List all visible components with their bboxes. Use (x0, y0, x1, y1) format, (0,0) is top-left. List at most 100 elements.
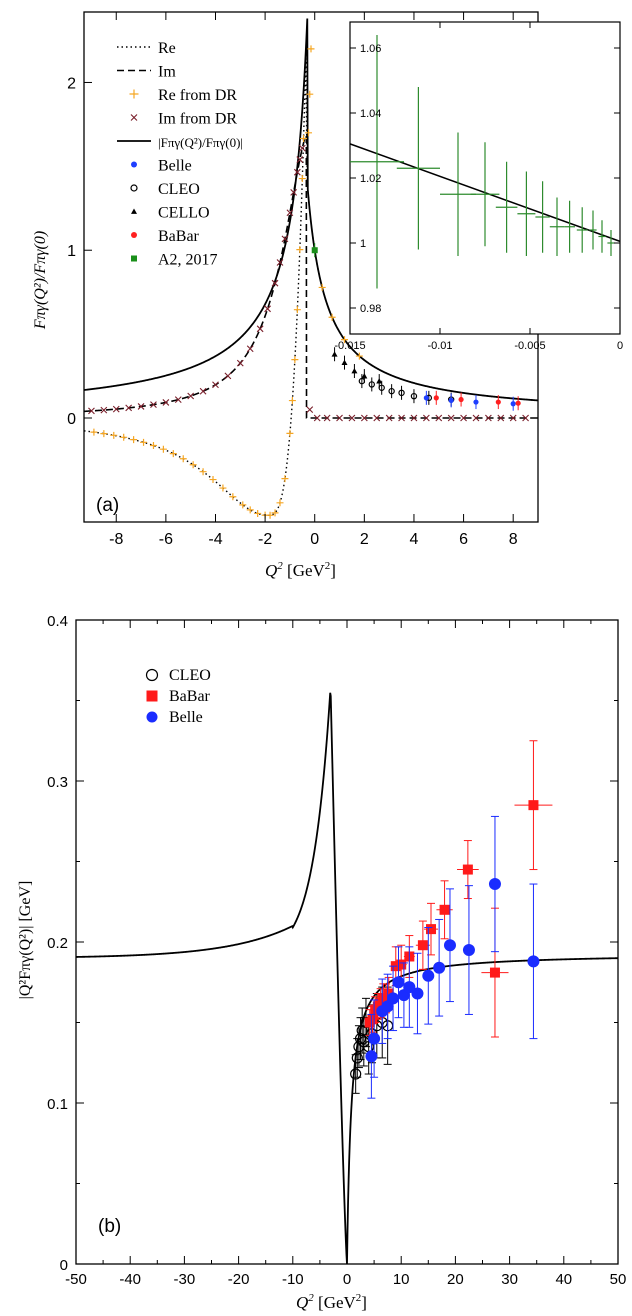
re-dr-point (291, 356, 299, 364)
re-dr-point (110, 431, 118, 439)
babar-point (417, 940, 428, 951)
legend-swatch (131, 161, 137, 168)
panel-a-legend: Re Im Re from DR Im from DR |Fπγ(Q²)/Fπγ(0)|… (117, 40, 243, 269)
panel-a-curves (83, 18, 539, 516)
im-dr-point (360, 414, 368, 422)
im-dr-point (137, 403, 145, 410)
legend-item: Im (117, 64, 176, 81)
inset-x-tick-label: 0 (617, 340, 623, 352)
data-point (378, 384, 385, 391)
data-point (341, 359, 348, 366)
im-dr-point (460, 414, 467, 422)
panel-a-ylabel: Fπγ(Q²)/Fπγ(0) (32, 231, 49, 330)
x-tick-label: -2 (258, 531, 272, 548)
legend-item: Belle (131, 158, 192, 175)
belle-point (462, 944, 475, 957)
im-dr-point (88, 407, 95, 415)
belle-point (527, 955, 540, 968)
data-point (351, 368, 358, 374)
re-dr-point (209, 476, 217, 484)
im-dr-point (125, 404, 133, 412)
legend-label: BaBar (158, 228, 200, 245)
data-point (458, 396, 464, 403)
x-tick-label: -6 (159, 531, 173, 548)
inset-y-tick-label: 1.06 (360, 43, 381, 55)
re-dr-point (199, 468, 207, 476)
qsq-ff-curve (75, 692, 619, 1265)
x-tick-label: 4 (410, 531, 419, 548)
im-dr-point (281, 235, 289, 243)
panel-b-curve (75, 692, 619, 1265)
x-tick-label: -20 (228, 1271, 250, 1288)
inset-x-tick-label: -0.01 (427, 340, 452, 352)
data-point (368, 381, 375, 388)
x-tick-label: 0 (343, 1271, 351, 1288)
legend-swatch (130, 114, 138, 121)
data-point (410, 392, 418, 400)
babar-point (528, 800, 539, 811)
inset-x-tick-label: -0.015 (334, 340, 365, 352)
x-tick-label: 10 (393, 1271, 410, 1288)
y-tick-label: 0.2 (47, 935, 68, 952)
re-dr-point (318, 283, 326, 291)
re-dr-point (276, 499, 284, 507)
data-point (510, 401, 516, 407)
panel-b-xlabel: Q2 [GeV2] (296, 1292, 367, 1312)
legend-swatch (131, 208, 137, 214)
re-dr-point (288, 397, 296, 405)
legend-swatch (129, 89, 139, 99)
panel-b-label: (b) (98, 1216, 121, 1237)
panel-a: -8 -6 -4 -2 0 2 4 6 8 0 1 2 Re Im Re from DR Im from D… (32, 11, 623, 580)
im-dr-point (348, 414, 356, 422)
im-dr-point (373, 414, 381, 422)
re-dr-point (328, 313, 336, 321)
legend-swatch (131, 232, 137, 238)
im-curve (83, 135, 538, 419)
belle-point (392, 976, 405, 989)
legend-label: CELLO (158, 205, 210, 222)
legend-swatch (131, 255, 137, 262)
re-dr-point (254, 509, 262, 517)
panel-b: -50 -40 -30 -20 -10 0 10 20 30 40 5000.10.20.30.4 … (17, 613, 626, 1312)
re-dr-point (296, 246, 304, 254)
belle-point (422, 969, 435, 982)
re-dr-point (246, 506, 254, 514)
legend-item: CLEO (130, 181, 200, 198)
legend-item: Belle (146, 709, 203, 726)
x-tick-label: -50 (65, 1271, 87, 1288)
legend-item: A2, 2017 (131, 252, 218, 269)
y-tick-label: 0 (67, 411, 76, 428)
panel-b-ylabel: |Q²Fπγ(Q²)| [GeV] (17, 881, 34, 1000)
legend-swatch (146, 711, 158, 723)
data-point (358, 377, 366, 385)
x-tick-label: 20 (447, 1271, 464, 1288)
data-point (433, 395, 439, 401)
y-tick-label: 2 (67, 75, 76, 92)
re-dr-point (286, 429, 294, 437)
im-dr-point (298, 144, 306, 152)
legend-item: Re from DR (129, 87, 237, 104)
re-dr-point (239, 501, 247, 509)
inset-y-tick-label: 1.02 (360, 173, 381, 185)
im-dr-point (174, 396, 182, 404)
im-dr-point (484, 414, 492, 422)
im-dr-point (447, 414, 455, 422)
x-tick-label: 40 (555, 1271, 572, 1288)
legend-swatch (145, 668, 159, 682)
im-dr-point (187, 392, 195, 400)
im-dr-point (290, 188, 298, 196)
im-dr-point (271, 279, 279, 287)
legend-item: Im from DR (130, 111, 237, 128)
re-dr-point (355, 352, 363, 360)
re-dr-point (281, 475, 289, 483)
y-tick-label: 1 (67, 243, 76, 260)
re-dr-point (300, 135, 308, 143)
y-tick-label: 0.1 (47, 1096, 68, 1113)
x-tick-label: 30 (501, 1271, 518, 1288)
re-dr-point (219, 484, 227, 492)
legend-label: Belle (158, 158, 192, 175)
legend-label: BaBar (169, 688, 211, 705)
re-dr-point (90, 428, 98, 436)
re-dr-point (140, 438, 148, 446)
im-dr-point (422, 414, 430, 422)
